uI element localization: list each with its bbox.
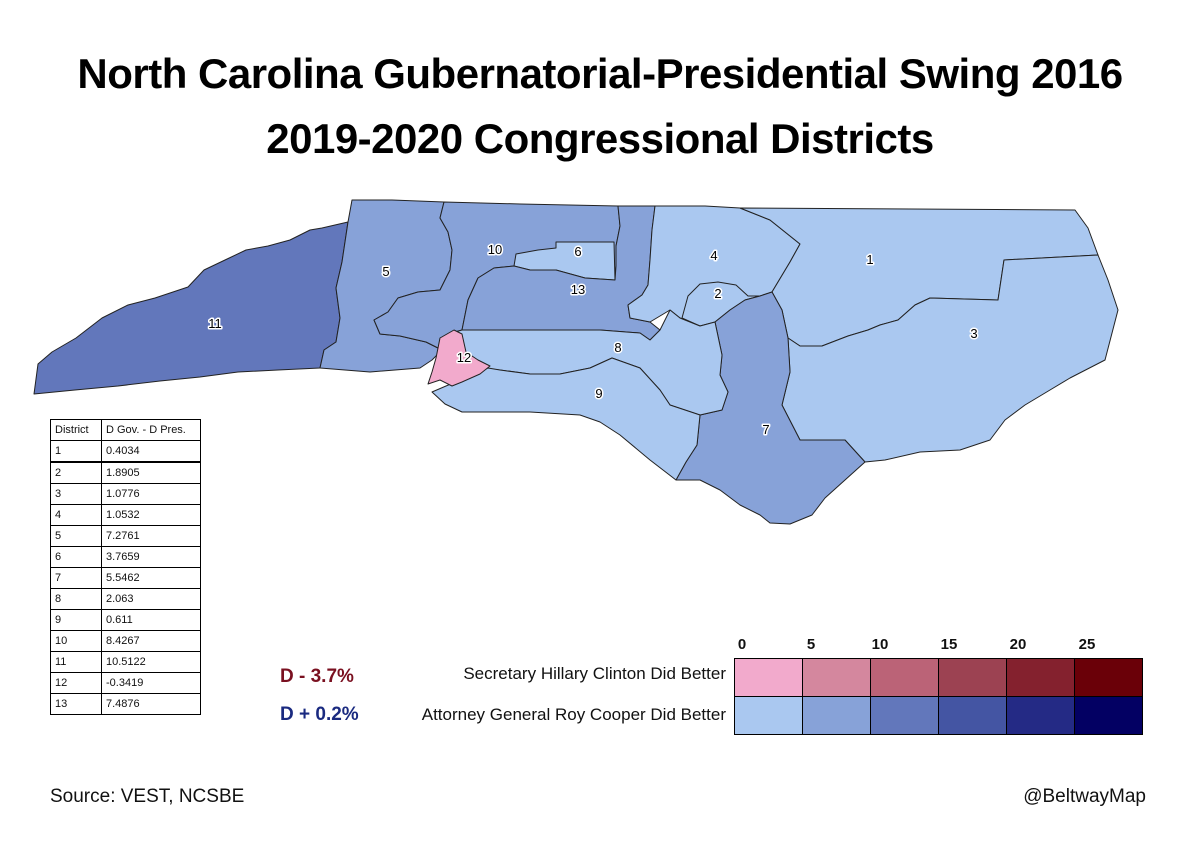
table-row: 5 7.2761 [50,525,201,547]
cooper-statewide-stat: D + 0.2% [280,704,359,725]
table-cell-district: 5 [50,525,102,547]
legend-cooper-swatch-1 [802,696,871,735]
map-title: North Carolina Gubernatorial-Presidentia… [77,50,1123,97]
legend-cooper-label: Attorney General Roy Cooper Did Better [421,705,726,724]
district-9[interactable] [431,357,701,481]
legend-clinton-swatch-0 [734,658,803,697]
table-cell-value: 7.2761 [101,525,201,547]
table-cell-value: 8.4267 [101,630,201,652]
legend-tick-label: 15 [940,636,958,653]
author-credit: @BeltwayMap [1023,786,1146,807]
source-note: Source: VEST, NCSBE [50,786,245,807]
table-cell-value: 5.5462 [101,567,201,589]
district-11[interactable] [33,221,349,395]
legend-cooper-swatches [734,696,1143,735]
legend-cooper-swatch-2 [870,696,939,735]
table-cell-value: 0.4034 [101,440,201,463]
table-cell-value: 7.4876 [101,693,201,715]
table-row: 11 10.5122 [50,651,201,673]
table-cell-district: 1 [50,440,102,463]
legend-tick-label: 5 [806,636,816,653]
district-label-5: 5 [382,264,389,279]
legend-cooper-swatch-0 [734,696,803,735]
table-row: 2 1.8905 [50,461,201,484]
district-label-6: 6 [574,244,581,259]
district-12[interactable] [427,329,491,387]
table-cell-value: 1.0776 [101,483,201,505]
table-header-value: D Gov. - D Pres. [101,419,201,441]
legend-cooper-swatch-3 [938,696,1007,735]
district-label-12: 12 [457,350,471,365]
district-label-13: 13 [571,282,585,297]
table-cell-district: 8 [50,588,102,610]
legend-tick-label: 25 [1078,636,1096,653]
district-label-3: 3 [970,326,977,341]
table-cell-district: 11 [50,651,102,673]
table-cell-value: 10.5122 [101,651,201,673]
legend-tick-label: 20 [1009,636,1027,653]
district-label-7: 7 [762,422,769,437]
legend-color-scale [734,658,1143,735]
district-label-8: 8 [614,340,621,355]
district-label-11: 11 [208,316,222,331]
table-cell-value: 3.7659 [101,546,201,568]
table-cell-district: 6 [50,546,102,568]
table-row: 9 0.611 [50,609,201,631]
legend-clinton-swatch-4 [1006,658,1075,697]
legend-clinton-swatches [734,658,1143,697]
table-cell-district: 10 [50,630,102,652]
legend-clinton-swatch-2 [870,658,939,697]
table-row: 1 0.4034 [50,440,201,463]
table-header-row: District D Gov. - D Pres. [50,419,201,441]
legend-clinton-label: Secretary Hillary Clinton Did Better [463,664,726,683]
table-cell-district: 13 [50,693,102,715]
table-cell-value: 2.063 [101,588,201,610]
district-label-1: 1 [866,252,873,267]
table-cell-district: 7 [50,567,102,589]
table-row: 6 3.7659 [50,546,201,568]
table-row: 8 2.063 [50,588,201,610]
table-cell-value: 1.8905 [101,461,201,484]
district-label-2: 2 [714,286,721,301]
table-row: 13 7.4876 [50,693,201,715]
legend-clinton-swatch-5 [1074,658,1143,697]
legend-clinton-swatch-3 [938,658,1007,697]
district-label-4: 4 [710,248,717,263]
map-subtitle: 2019-2020 Congressional Districts [266,115,934,162]
legend-clinton-swatch-1 [802,658,871,697]
legend-tick-label: 10 [871,636,889,653]
district-data-table: District D Gov. - D Pres. 1 0.4034 2 1.8905… [50,419,201,715]
legend-cooper-swatch-4 [1006,696,1075,735]
legend-tick-label: 0 [737,636,747,653]
table-cell-district: 2 [50,461,102,484]
legend-cooper-swatch-5 [1074,696,1143,735]
table-header-district: District [50,419,102,441]
table-row: 7 5.5462 [50,567,201,589]
table-cell-value: -0.3419 [101,672,201,694]
clinton-statewide-stat: D - 3.7% [280,666,354,687]
table-row: 3 1.0776 [50,483,201,505]
table-cell-value: 0.611 [101,609,201,631]
table-cell-district: 4 [50,504,102,526]
district-label-9: 9 [595,386,602,401]
table-row: 10 8.4267 [50,630,201,652]
table-cell-district: 9 [50,609,102,631]
table-row: 12 -0.3419 [50,672,201,694]
table-cell-value: 1.0532 [101,504,201,526]
district-label-10: 10 [488,242,502,257]
table-cell-district: 3 [50,483,102,505]
table-cell-district: 12 [50,672,102,694]
table-row: 4 1.0532 [50,504,201,526]
